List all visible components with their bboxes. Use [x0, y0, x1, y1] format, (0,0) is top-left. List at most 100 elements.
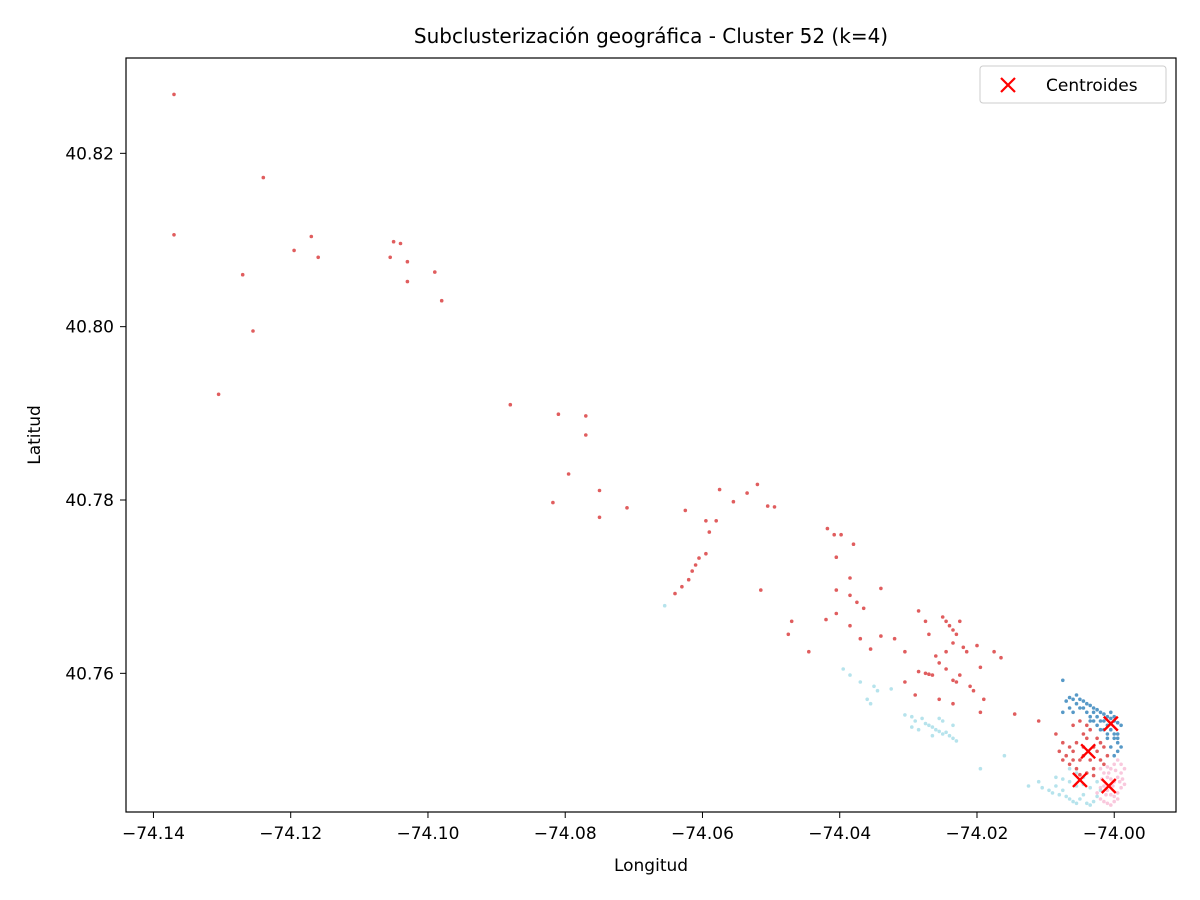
- data-point: [1115, 732, 1120, 736]
- data-point: [391, 239, 396, 244]
- data-point: [927, 672, 931, 676]
- data-point: [1095, 794, 1099, 799]
- data-point: [1012, 712, 1017, 716]
- legend-marker-x-icon: [1000, 77, 1016, 93]
- data-point: [1091, 799, 1096, 804]
- data-point: [848, 593, 852, 598]
- data-point: [1050, 791, 1055, 795]
- data-point: [1122, 766, 1127, 771]
- data-point: [1102, 712, 1106, 716]
- data-point: [916, 727, 921, 732]
- data-point: [944, 619, 948, 624]
- data-point: [1081, 732, 1086, 736]
- data-point: [858, 636, 863, 641]
- data-point: [405, 279, 410, 284]
- x-tick-label: −74.04: [808, 824, 871, 844]
- data-point: [1067, 745, 1072, 749]
- data-point: [1109, 716, 1113, 721]
- data-point: [992, 649, 996, 654]
- data-point: [1074, 766, 1079, 771]
- data-point: [1067, 779, 1072, 784]
- data-point: [910, 714, 914, 719]
- data-point: [851, 542, 856, 546]
- data-point: [1036, 779, 1041, 784]
- data-point: [680, 584, 684, 589]
- data-point: [1113, 768, 1118, 773]
- data-point: [433, 270, 437, 274]
- x-axis-label: Longitud: [614, 856, 688, 876]
- data-point: [892, 636, 897, 641]
- data-point: [1088, 758, 1092, 762]
- data-point: [824, 617, 828, 622]
- data-point: [1054, 784, 1058, 788]
- data-point: [1115, 775, 1120, 780]
- data-point: [1098, 788, 1103, 793]
- data-point: [1057, 792, 1062, 797]
- data-point: [292, 248, 296, 253]
- data-point: [930, 673, 935, 677]
- data-point: [940, 732, 945, 736]
- data-point: [683, 508, 688, 513]
- legend-frame: [979, 65, 1167, 104]
- data-point: [1091, 773, 1096, 778]
- data-point: [1115, 791, 1120, 795]
- data-point: [1095, 749, 1099, 754]
- data-point: [1109, 803, 1113, 807]
- x-axis-ticks: −74.14 −74.12 −74.10 −74.08 −74.06 −74.04 −74.…: [122, 812, 1146, 844]
- data-point: [662, 603, 667, 608]
- data-point: [1074, 693, 1079, 697]
- data-point: [832, 532, 836, 537]
- data-point: [937, 661, 941, 665]
- data-point: [1081, 699, 1086, 703]
- data-point: [1054, 775, 1058, 780]
- data-point: [690, 569, 694, 573]
- data-point: [704, 519, 708, 523]
- data-point: [1074, 801, 1079, 806]
- data-point: [868, 647, 873, 651]
- data-point: [1071, 697, 1075, 702]
- data-point: [1115, 749, 1120, 754]
- data-point: [958, 619, 962, 624]
- data-point: [1088, 714, 1092, 719]
- data-point: [1098, 785, 1103, 790]
- data-point: [861, 606, 866, 611]
- data-point: [937, 697, 941, 702]
- data-point: [937, 729, 941, 734]
- data-point: [405, 259, 410, 264]
- data-point: [978, 766, 983, 771]
- data-point: [1078, 706, 1082, 710]
- data-point: [1061, 740, 1065, 745]
- x-tick-label: −74.12: [259, 824, 322, 844]
- data-point: [316, 255, 321, 260]
- data-point: [566, 472, 571, 476]
- data-point: [1112, 762, 1116, 767]
- data-point: [1105, 753, 1110, 758]
- data-point: [216, 392, 221, 397]
- y-axis-label: Latitud: [25, 405, 45, 465]
- data-point: [834, 611, 839, 616]
- data-point: [707, 530, 712, 534]
- data-point: [841, 667, 845, 671]
- data-point: [625, 506, 629, 510]
- data-point: [1088, 703, 1092, 708]
- data-point: [839, 532, 843, 537]
- data-point: [1078, 719, 1082, 723]
- data-point: [1102, 771, 1106, 775]
- data-point: [1026, 784, 1031, 788]
- data-point: [1105, 765, 1110, 769]
- y-tick-label: 40.80: [65, 318, 114, 338]
- data-point: [584, 433, 588, 437]
- y-tick-label: 40.82: [65, 144, 114, 164]
- data-point: [1071, 723, 1075, 728]
- data-point: [868, 701, 873, 706]
- data-point: [1098, 727, 1103, 732]
- data-point: [1061, 678, 1065, 683]
- y-axis-ticks: 40.76 40.78 40.80 40.82: [65, 144, 126, 684]
- x-tick-label: −74.06: [671, 824, 734, 844]
- data-point: [875, 688, 880, 693]
- data-point: [944, 730, 948, 735]
- data-point: [865, 697, 869, 702]
- data-point: [1074, 771, 1079, 775]
- data-point: [848, 623, 852, 628]
